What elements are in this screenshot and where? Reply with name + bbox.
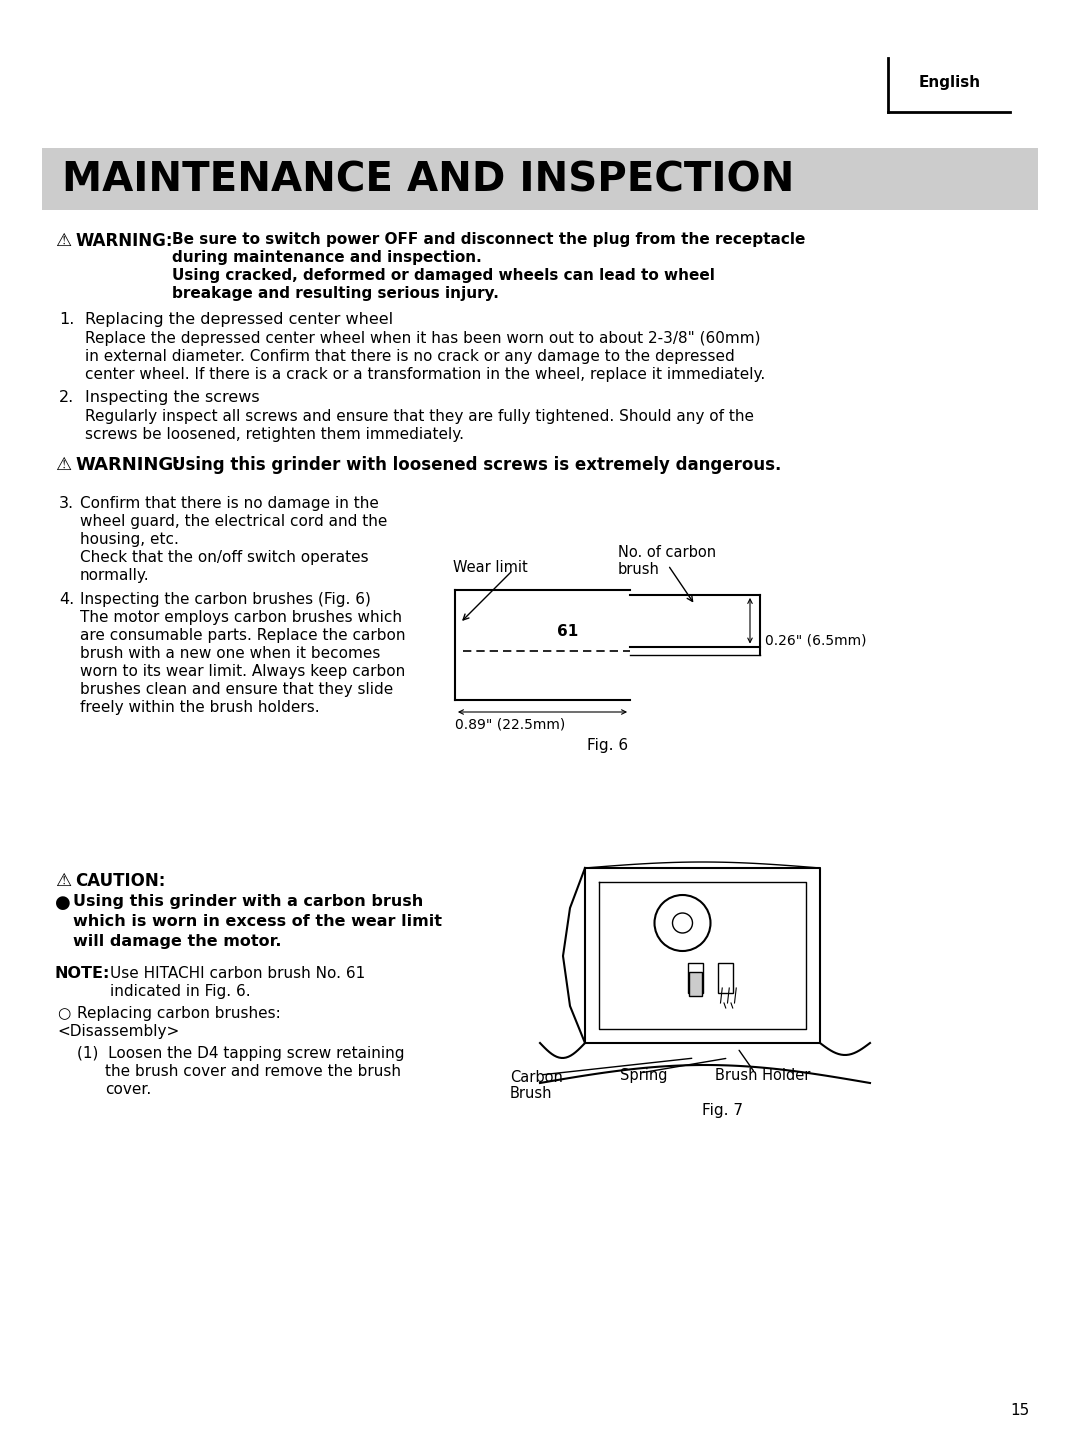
Text: CAUTION:: CAUTION:: [75, 872, 165, 890]
Text: freely within the brush holders.: freely within the brush holders.: [80, 699, 320, 715]
Text: ○: ○: [57, 1007, 70, 1021]
Text: brushes clean and ensure that they slide: brushes clean and ensure that they slide: [80, 682, 393, 696]
Text: 1.: 1.: [59, 312, 75, 327]
Text: Brush Holder: Brush Holder: [715, 1068, 810, 1083]
Text: cover.: cover.: [105, 1081, 151, 1097]
Text: Check that the on/off switch operates: Check that the on/off switch operates: [80, 550, 368, 564]
Text: during maintenance and inspection.: during maintenance and inspection.: [172, 250, 482, 266]
Text: Regularly inspect all screws and ensure that they are fully tightened. Should an: Regularly inspect all screws and ensure …: [85, 409, 754, 424]
Text: NOTE:: NOTE:: [55, 966, 110, 981]
Text: the brush cover and remove the brush: the brush cover and remove the brush: [105, 1064, 401, 1078]
Text: Wear limit: Wear limit: [453, 560, 528, 574]
Text: normally.: normally.: [80, 569, 150, 583]
Text: 0.26" (6.5mm): 0.26" (6.5mm): [765, 633, 866, 648]
Text: Fig. 6: Fig. 6: [586, 738, 629, 752]
Text: will damage the motor.: will damage the motor.: [73, 933, 282, 949]
Text: Inspecting the carbon brushes (Fig. 6): Inspecting the carbon brushes (Fig. 6): [80, 592, 370, 607]
Text: MAINTENANCE AND INSPECTION: MAINTENANCE AND INSPECTION: [62, 161, 795, 201]
Text: housing, etc.: housing, etc.: [80, 531, 179, 547]
Text: ⚠: ⚠: [55, 233, 71, 250]
Text: Using cracked, deformed or damaged wheels can lead to wheel: Using cracked, deformed or damaged wheel…: [172, 269, 715, 283]
Text: Be sure to switch power OFF and disconnect the plug from the receptacle: Be sure to switch power OFF and disconne…: [172, 233, 806, 247]
Text: Replacing the depressed center wheel: Replacing the depressed center wheel: [85, 312, 393, 327]
Text: which is worn in excess of the wear limit: which is worn in excess of the wear limi…: [73, 913, 442, 929]
Text: Confirm that there is no damage in the: Confirm that there is no damage in the: [80, 495, 379, 511]
Text: English: English: [919, 75, 981, 89]
Text: 0.89" (22.5mm): 0.89" (22.5mm): [455, 718, 565, 732]
Text: (1)  Loosen the D4 tapping screw retaining: (1) Loosen the D4 tapping screw retainin…: [77, 1045, 405, 1061]
Text: Replace the depressed center wheel when it has been worn out to about 2-3/8" (60: Replace the depressed center wheel when …: [85, 332, 760, 346]
Text: Spring: Spring: [620, 1068, 667, 1083]
Bar: [688, 964, 702, 994]
Text: 3.: 3.: [59, 495, 75, 511]
Text: WARNING:: WARNING:: [75, 457, 180, 474]
Text: brush: brush: [618, 561, 660, 577]
Text: screws be loosened, retighten them immediately.: screws be loosened, retighten them immed…: [85, 426, 464, 442]
Text: center wheel. If there is a crack or a transformation in the wheel, replace it i: center wheel. If there is a crack or a t…: [85, 368, 766, 382]
Text: are consumable parts. Replace the carbon: are consumable parts. Replace the carbon: [80, 628, 405, 643]
Text: Using this grinder with a carbon brush: Using this grinder with a carbon brush: [73, 895, 423, 909]
Bar: [689, 972, 702, 997]
Text: 61: 61: [557, 625, 578, 639]
Text: Use HITACHI carbon brush No. 61: Use HITACHI carbon brush No. 61: [110, 966, 365, 981]
Text: 15: 15: [1011, 1403, 1030, 1417]
Text: indicated in Fig. 6.: indicated in Fig. 6.: [110, 984, 251, 999]
Text: Carbon: Carbon: [510, 1070, 563, 1086]
Text: Inspecting the screws: Inspecting the screws: [85, 391, 259, 405]
Bar: [42, 148, 1038, 210]
Text: Replacing carbon brushes:: Replacing carbon brushes:: [77, 1007, 281, 1021]
Text: WARNING:: WARNING:: [75, 233, 173, 250]
Text: The motor employs carbon brushes which: The motor employs carbon brushes which: [80, 610, 402, 625]
Text: No. of carbon: No. of carbon: [618, 546, 716, 560]
Text: 4.: 4.: [59, 592, 75, 607]
Text: ⚠: ⚠: [55, 457, 71, 474]
Text: 2.: 2.: [59, 391, 75, 405]
Text: in external diameter. Confirm that there is no crack or any damage to the depres: in external diameter. Confirm that there…: [85, 349, 734, 363]
Text: wheel guard, the electrical cord and the: wheel guard, the electrical cord and the: [80, 514, 388, 528]
Text: Using this grinder with loosened screws is extremely dangerous.: Using this grinder with loosened screws …: [172, 457, 781, 474]
Text: ⚠: ⚠: [55, 872, 71, 890]
Text: breakage and resulting serious injury.: breakage and resulting serious injury.: [172, 286, 499, 302]
Text: <Disassembly>: <Disassembly>: [57, 1024, 179, 1040]
Text: ●: ●: [55, 895, 71, 912]
Text: Fig. 7: Fig. 7: [702, 1103, 743, 1119]
Text: Brush: Brush: [510, 1086, 553, 1101]
Text: brush with a new one when it becomes: brush with a new one when it becomes: [80, 646, 380, 661]
Bar: [717, 964, 732, 994]
Text: worn to its wear limit. Always keep carbon: worn to its wear limit. Always keep carb…: [80, 663, 405, 679]
